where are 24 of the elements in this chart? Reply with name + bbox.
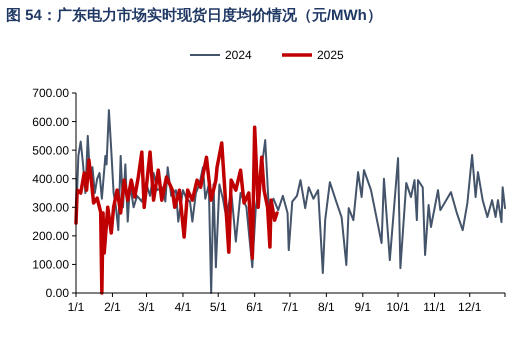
chart-title: 图 54：广东电力市场实时现货日度均价情况（元/MWh）: [6, 6, 382, 24]
x-tick-label: 5/1: [210, 300, 227, 314]
x-tick-label: 8/1: [318, 300, 336, 314]
y-tick-label: 0.00: [46, 286, 70, 300]
y-tick-label: 600.00: [32, 114, 70, 129]
x-tick-label: 10/1: [386, 300, 410, 314]
x-tick-label: 3/1: [138, 300, 156, 314]
x-tick-label: 12/1: [458, 300, 482, 314]
legend-label: 2025: [317, 48, 344, 62]
y-tick-label: 500.00: [32, 143, 70, 158]
y-tick-label: 200.00: [32, 229, 70, 244]
x-tick-label: 6/1: [246, 300, 264, 314]
x-tick-label: 7/1: [282, 300, 299, 314]
x-tick-label: 2/1: [104, 300, 122, 314]
y-tick-label: 400.00: [32, 172, 70, 186]
x-tick-label: 11/1: [423, 300, 446, 314]
x-tick-label: 4/1: [174, 300, 192, 314]
y-tick-label: 100.00: [32, 258, 70, 272]
line-series: [74, 126, 279, 295]
y-tick-label: 700.00: [32, 86, 70, 100]
y-tick-label: 300.00: [32, 200, 70, 214]
x-tick-label: 1/1: [68, 300, 85, 314]
legend-label: 2024: [225, 48, 252, 62]
x-tick-label: 9/1: [354, 300, 372, 314]
